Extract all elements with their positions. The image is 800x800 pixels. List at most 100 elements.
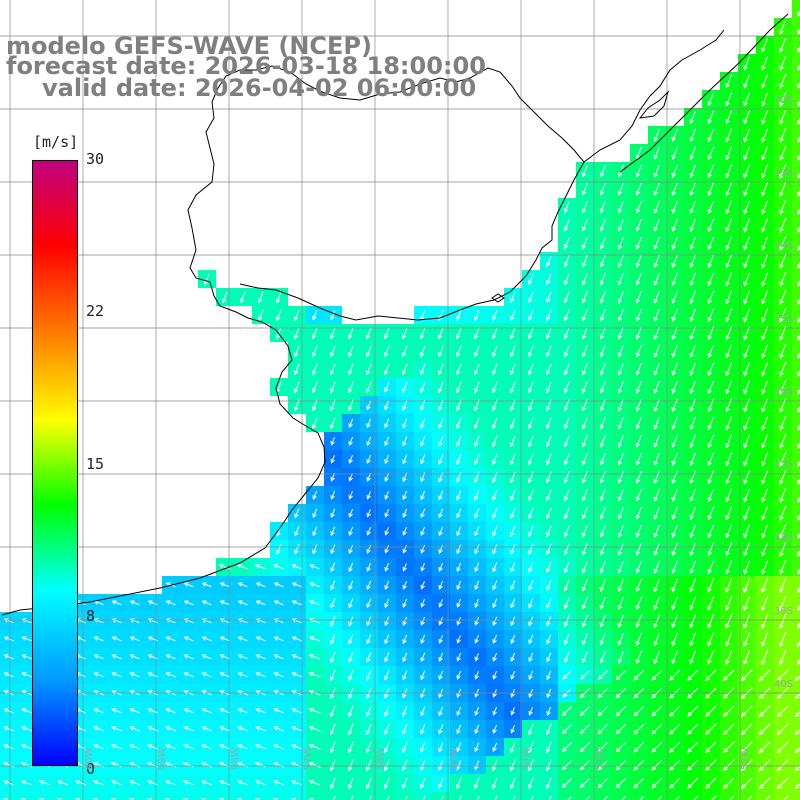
wind-arrow [312, 544, 318, 555]
wind-arrow [456, 453, 462, 465]
wind-arrow [761, 56, 769, 71]
wind-arrow [797, 640, 800, 648]
wind-arrow [669, 723, 681, 735]
wind-cell [540, 792, 558, 800]
wind-arrow [384, 400, 390, 411]
wind-arrow [563, 309, 570, 322]
wind-arrow [743, 272, 751, 287]
wind-arrow [723, 705, 735, 717]
wind-arrow [183, 600, 194, 606]
wind-arrow [201, 600, 212, 606]
wind-arrow [221, 291, 228, 304]
wind-arrow [761, 577, 769, 594]
wind-arrow [491, 381, 498, 394]
wind-arrow [687, 759, 699, 771]
wind-arrow [546, 598, 552, 609]
wind-cell [522, 792, 540, 800]
wind-arrow [492, 724, 498, 734]
wind-arrow [546, 309, 552, 322]
wind-arrow [366, 580, 372, 591]
wind-arrow [330, 651, 336, 664]
wind-arrow [237, 654, 248, 660]
wind-arrow [761, 506, 769, 521]
wind-arrow [581, 615, 588, 628]
wind-arrow [779, 613, 787, 630]
wind-arrow [725, 146, 733, 161]
wind-arrow [671, 218, 678, 233]
wind-arrow [545, 345, 552, 358]
wind-arrow [527, 741, 534, 754]
wind-arrow [797, 478, 800, 485]
wind-arrow [671, 164, 678, 179]
wind-arrow [725, 272, 733, 287]
wind-arrow [617, 363, 624, 376]
wind-arrow [725, 596, 733, 611]
wind-arrow [758, 741, 771, 754]
wind-arrow [797, 604, 800, 612]
wind-arrow [366, 544, 372, 554]
wind-cell [414, 792, 432, 800]
wind-arrow [401, 363, 408, 376]
wind-arrow [761, 200, 769, 215]
wind-arrow [527, 759, 534, 772]
wind-arrow [183, 672, 194, 678]
wind-arrow [237, 744, 249, 750]
wind-arrow [21, 708, 32, 714]
wind-arrow [384, 723, 390, 735]
wind-arrow [545, 777, 552, 790]
wind-arrow [509, 759, 516, 772]
wind-arrow [617, 435, 624, 448]
wind-arrow [635, 596, 642, 611]
wind-arrow [707, 218, 714, 233]
wind-arrow [761, 92, 769, 107]
wind-arrow [761, 649, 769, 666]
wind-arrow [599, 489, 606, 502]
wind-arrow [740, 741, 753, 754]
wind-arrow [293, 309, 300, 322]
wind-arrow [129, 780, 141, 786]
wind-arrow [219, 726, 230, 732]
wind-cell [648, 792, 666, 800]
wind-arrow [797, 424, 800, 431]
wind-arrow [512, 795, 516, 800]
wind-arrow [653, 614, 660, 629]
wind-arrow [651, 705, 663, 717]
wind-arrow [707, 362, 714, 377]
wind-cell [468, 792, 486, 800]
wind-arrow [510, 634, 516, 645]
wind-arrow [528, 561, 534, 573]
wind-arrow [635, 344, 642, 358]
wind-arrow [183, 654, 194, 660]
wind-arrow [311, 363, 318, 376]
wind-arrow [183, 582, 194, 588]
wind-arrow [598, 670, 608, 680]
wind-arrow [219, 744, 231, 750]
wind-arrow [797, 136, 800, 143]
wind-cell [792, 468, 800, 486]
lat-label: 32S [774, 95, 794, 106]
wind-arrow [797, 568, 800, 575]
wind-arrow [492, 598, 498, 609]
wind-arrow [492, 580, 498, 591]
wind-arrow [671, 560, 678, 575]
wind-arrow [581, 561, 588, 574]
wind-arrow [617, 417, 624, 430]
wind-arrow [93, 636, 104, 642]
wind-arrow [347, 759, 354, 772]
wind-arrow [330, 598, 336, 609]
wind-arrow [111, 744, 123, 750]
wind-arrow [402, 418, 408, 429]
wind-arrow [528, 580, 534, 591]
wind-arrow [797, 586, 800, 594]
wind-arrow [689, 218, 696, 233]
wind-arrow [365, 741, 372, 754]
wind-arrow [420, 616, 426, 626]
wind-arrow [546, 616, 552, 627]
wind-arrow [687, 705, 699, 717]
wind-arrow [779, 344, 787, 359]
wind-arrow [545, 399, 552, 412]
wind-cell [684, 792, 702, 800]
wind-arrow [255, 726, 266, 732]
wind-arrow [725, 488, 733, 503]
wind-arrow [365, 759, 372, 772]
